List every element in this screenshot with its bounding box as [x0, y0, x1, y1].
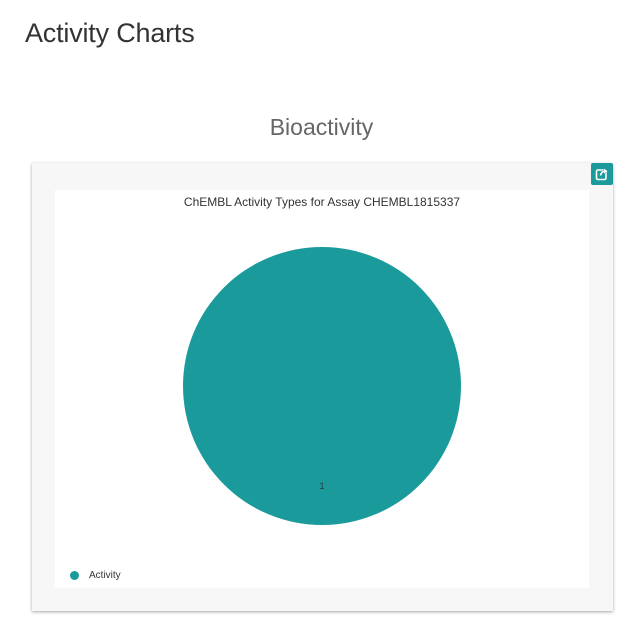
section-title: Bioactivity [269, 114, 374, 140]
pie-data-label: 1 [319, 481, 324, 491]
legend-swatch-activity [70, 571, 79, 580]
page-title: Activity Charts [25, 18, 195, 48]
pie-chart: 1 [183, 247, 461, 525]
share-button[interactable] [591, 163, 613, 185]
share-icon [595, 168, 608, 181]
chart-area: ChEMBL Activity Types for Assay CHEMBL18… [55, 190, 589, 588]
chart-card: ChEMBL Activity Types for Assay CHEMBL18… [32, 163, 613, 611]
legend-label-activity: Activity [89, 570, 121, 581]
pie-slice-activity[interactable] [183, 247, 461, 525]
chart-title: ChEMBL Activity Types for Assay CHEMBL18… [183, 195, 461, 209]
chart-legend[interactable]: Activity [70, 570, 121, 581]
